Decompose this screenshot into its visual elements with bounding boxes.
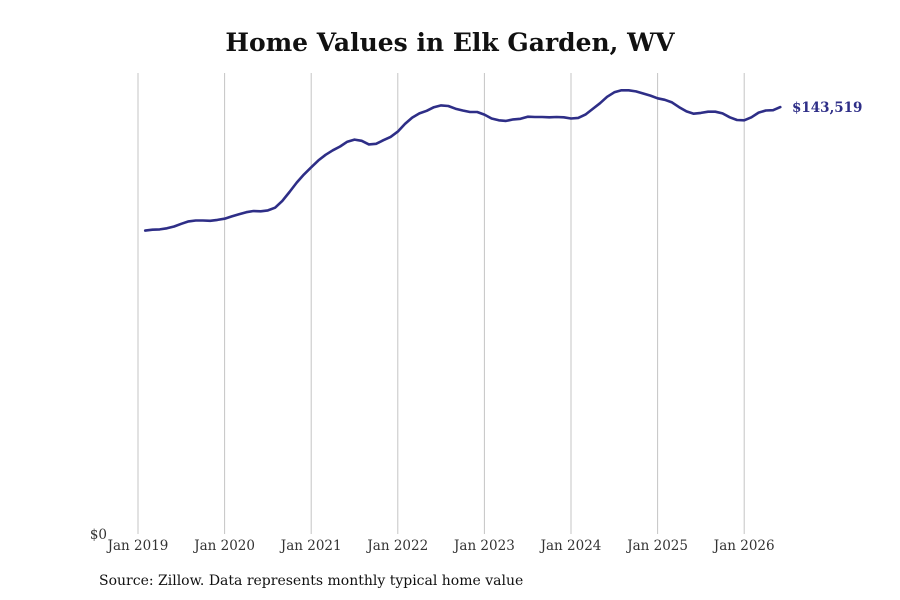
x-tick-label: Jan 2019 [106, 538, 169, 554]
x-tick-label: Jan 2021 [279, 538, 342, 554]
series-layer [143, 89, 782, 232]
axis-ticks: Jan 2019 Jan 2020 Jan 2021 Jan 2022 Jan 2023… [90, 527, 775, 554]
x-tick-label: Jan 2023 [452, 538, 515, 554]
y-tick-label: $0 [90, 527, 107, 543]
x-tick-label: Jan 2025 [625, 538, 688, 554]
series-line [143, 89, 782, 232]
x-tick-label: Jan 2024 [539, 538, 602, 554]
x-tick-label: Jan 2020 [192, 538, 255, 554]
grid-lines [137, 73, 745, 534]
x-tick-label: Jan 2022 [365, 538, 428, 554]
x-tick-label: Jan 2026 [712, 538, 775, 554]
end-value-label: $143,519 [792, 100, 862, 116]
label-layer: $143,519 [792, 100, 862, 116]
chart-title: Home Values in Elk Garden, WV [225, 28, 675, 57]
source-note: Source: Zillow. Data represents monthly … [99, 573, 524, 589]
